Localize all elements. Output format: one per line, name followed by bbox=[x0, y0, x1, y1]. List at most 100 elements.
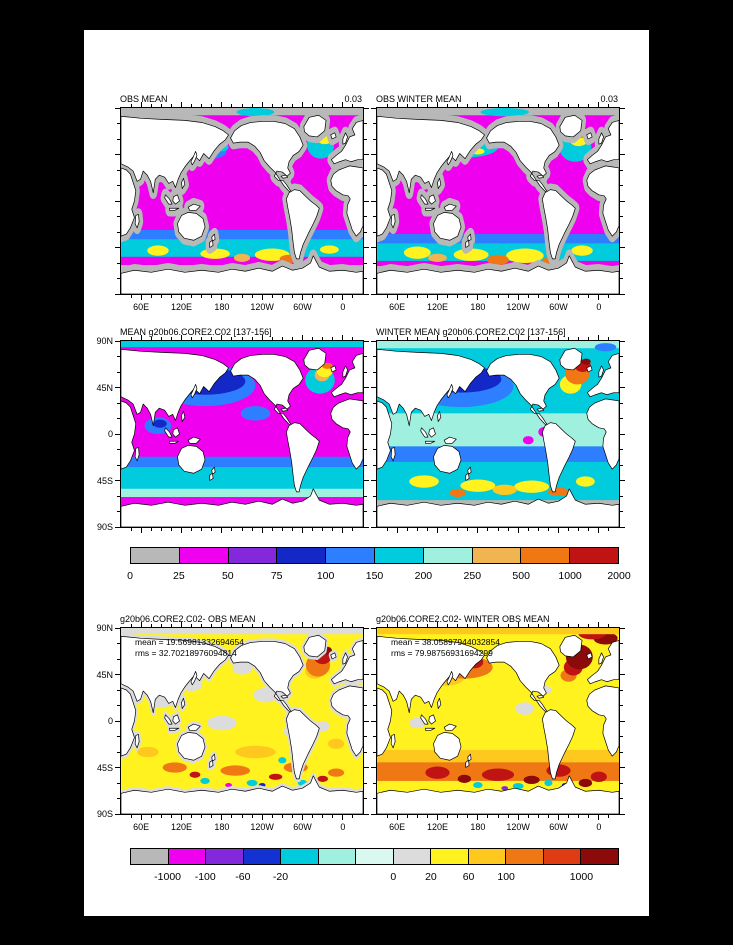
colorbar-tick-label: -20 bbox=[272, 871, 289, 883]
axis-tick bbox=[547, 624, 549, 628]
colorbar-tick-label: -1000 bbox=[154, 871, 182, 883]
axis-tick bbox=[181, 527, 182, 533]
axis-tick bbox=[352, 814, 354, 818]
axis-tick bbox=[130, 104, 132, 108]
axis-tick bbox=[373, 123, 377, 124]
axis-tick bbox=[363, 782, 367, 784]
axis-tick bbox=[115, 813, 121, 815]
axis-tick bbox=[373, 418, 377, 419]
lon-tick-label: 0 bbox=[596, 302, 602, 312]
axis-tick bbox=[619, 107, 625, 109]
axis-tick bbox=[191, 294, 193, 298]
axis-tick bbox=[363, 185, 367, 186]
axis-tick bbox=[578, 104, 580, 108]
axis-tick bbox=[537, 104, 539, 108]
axis-tick bbox=[527, 814, 529, 818]
axis-tick bbox=[117, 751, 121, 753]
axis-tick bbox=[221, 335, 223, 341]
lon-tick-label: 180 bbox=[214, 822, 230, 832]
axis-tick bbox=[467, 104, 469, 108]
axis-tick bbox=[160, 527, 162, 531]
axis-tick bbox=[578, 527, 580, 531]
axis-tick bbox=[619, 418, 623, 419]
map-frame: mean = 19.56981332694654 rms = 32.702189… bbox=[96, 622, 369, 832]
colorbar-box bbox=[569, 547, 619, 564]
axis-tick bbox=[447, 814, 449, 818]
lon-tick-label: 60W bbox=[549, 302, 568, 312]
axis-tick bbox=[363, 402, 367, 404]
axis-tick bbox=[457, 337, 459, 341]
axis-tick bbox=[578, 814, 580, 818]
axis-tick bbox=[170, 527, 172, 531]
axis-tick bbox=[406, 104, 408, 108]
axis-tick bbox=[332, 624, 334, 628]
axis-tick bbox=[371, 480, 377, 481]
axis-tick bbox=[302, 814, 303, 820]
axis-tick bbox=[117, 798, 121, 799]
axis-tick bbox=[371, 200, 377, 202]
axis-tick bbox=[598, 335, 600, 341]
axis-tick bbox=[117, 356, 121, 357]
map-frame: 60E 120E 180 120W 60W 0 bbox=[115, 102, 369, 312]
panel-title: g20b06.CORE2.C02- OBS MEAN bbox=[120, 614, 256, 624]
panel-title-row: OBS WINTER MEAN 0.03 bbox=[376, 91, 618, 107]
axis-tick bbox=[211, 814, 213, 818]
axis-tick bbox=[302, 527, 303, 533]
panel-title: g20b06.CORE2.C02- WINTER OBS MEAN bbox=[376, 614, 550, 624]
axis-tick bbox=[117, 169, 121, 171]
axis-tick bbox=[302, 102, 303, 108]
axis-tick bbox=[598, 527, 600, 533]
axis-tick bbox=[117, 643, 121, 644]
colorbar-tick-label: 1000 bbox=[558, 570, 582, 582]
axis-tick bbox=[363, 123, 367, 124]
axis-tick bbox=[363, 247, 369, 248]
axis-tick bbox=[363, 736, 367, 737]
lon-tick-label: 60E bbox=[133, 822, 150, 832]
axis-tick bbox=[373, 356, 377, 357]
axis-tick bbox=[115, 154, 121, 155]
axis-tick bbox=[619, 387, 625, 388]
colorbar-tick-label: 2000 bbox=[607, 570, 631, 582]
map-panel: OBS WINTER MEAN 0.03 60E 120E 180 120W 60W 0 bbox=[371, 91, 625, 312]
axis-tick bbox=[619, 138, 623, 140]
axis-tick bbox=[322, 814, 324, 818]
map-panel: WINTER MEAN g20b06.CORE2.C02 [137-156] bbox=[371, 324, 625, 533]
axis-tick bbox=[117, 689, 121, 691]
axis-tick bbox=[271, 294, 273, 298]
panel-title-row: OBS MEAN 0.03 bbox=[120, 91, 362, 107]
axis-tick bbox=[437, 102, 438, 108]
axis-tick bbox=[487, 527, 489, 531]
axis-tick bbox=[363, 767, 369, 768]
axis-tick bbox=[261, 294, 263, 300]
colorbar-box bbox=[471, 547, 522, 564]
axis-tick bbox=[231, 294, 233, 298]
axis-tick bbox=[426, 337, 428, 341]
panel-title-row: g20b06.CORE2.C02- OBS MEAN bbox=[120, 611, 362, 627]
axis-tick bbox=[342, 102, 344, 108]
axis-tick bbox=[619, 449, 623, 450]
axis-tick bbox=[281, 624, 283, 628]
axis-tick bbox=[507, 814, 509, 818]
axis-tick bbox=[619, 643, 623, 644]
axis-tick bbox=[537, 294, 539, 298]
axis-tick bbox=[497, 814, 499, 818]
axis-tick bbox=[363, 278, 367, 279]
lon-tick-label: 120E bbox=[426, 302, 449, 312]
axis-tick bbox=[386, 624, 388, 628]
axis-tick bbox=[396, 622, 398, 628]
axis-tick bbox=[140, 527, 142, 533]
axis-tick bbox=[547, 337, 549, 341]
axis-tick bbox=[467, 814, 469, 818]
axis-tick bbox=[558, 335, 559, 341]
world-map bbox=[121, 628, 363, 814]
axis-tick bbox=[191, 527, 193, 531]
axis-tick bbox=[281, 527, 283, 531]
axis-tick bbox=[568, 624, 570, 628]
axis-tick bbox=[271, 337, 273, 341]
axis-tick bbox=[477, 102, 479, 108]
axis-tick bbox=[342, 814, 344, 820]
axis-tick bbox=[115, 433, 121, 435]
axis-tick bbox=[619, 736, 623, 737]
axis-tick bbox=[373, 658, 377, 660]
axis-tick bbox=[497, 527, 499, 531]
